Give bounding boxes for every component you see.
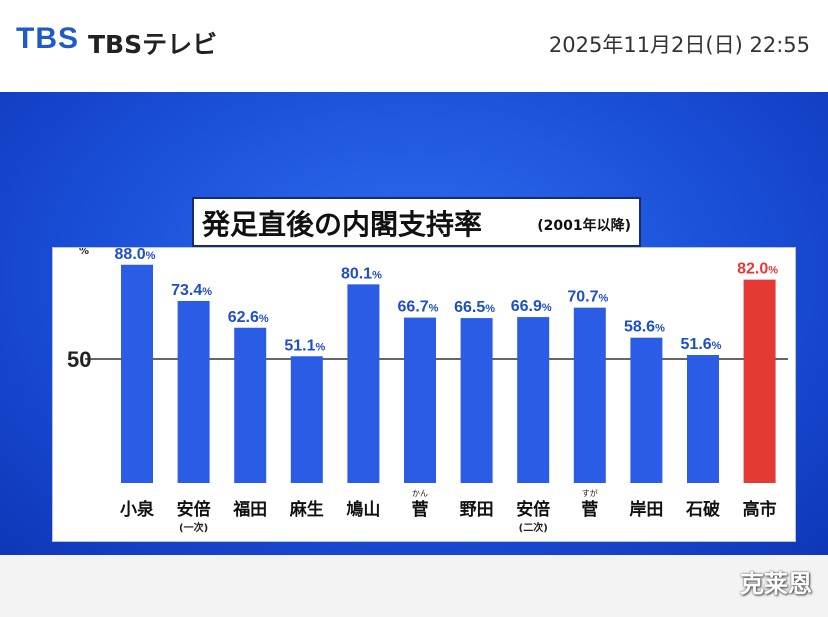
x-tick-label: 岸田	[629, 499, 663, 520]
bar	[630, 337, 663, 483]
y-tick-label: 50	[67, 347, 91, 372]
x-tick-label: 福田	[232, 499, 267, 520]
bar	[687, 355, 719, 483]
watermark: 克莱恩	[740, 570, 812, 598]
bar	[290, 356, 323, 483]
data-label: 51.1%	[284, 337, 325, 354]
data-label: 58.6%	[624, 319, 665, 336]
data-label: 88.0%	[115, 248, 156, 263]
article-header: TBS TBSテレビ 2025年11月2日(日) 22:55	[0, 0, 828, 90]
chart-title-box: 発足直後の内閣支持率 (2001年以降)	[192, 197, 641, 247]
x-tick-label: 小泉	[120, 499, 155, 520]
category-ruby: すが	[582, 488, 598, 498]
category-note: (二次)	[519, 521, 548, 534]
publish-datetime: 2025年11月2日(日) 22:55	[548, 33, 810, 57]
category-ruby: かん	[412, 489, 428, 498]
channel-name[interactable]: TBSテレビ	[88, 30, 218, 59]
x-tick-label: 安倍	[516, 499, 550, 520]
data-label: 73.4%	[171, 282, 212, 299]
chart-subtitle: (2001年以降)	[537, 218, 631, 234]
chart-title: 発足直後の内閣支持率	[202, 208, 483, 241]
data-label: 62.6%	[228, 309, 269, 326]
x-tick-label: 菅	[581, 500, 598, 520]
bar	[517, 317, 550, 483]
bottom-bar	[0, 555, 828, 617]
bar	[573, 307, 606, 483]
bar-chart: 100%5088.0%小泉73.4%安倍(一次)62.6%福田51.1%麻生80…	[67, 248, 788, 534]
bar	[234, 327, 267, 483]
x-tick-label: 菅	[412, 500, 429, 520]
x-tick-label: 石破	[685, 499, 720, 520]
data-label: 66.5%	[454, 299, 495, 316]
data-label: 66.9%	[511, 298, 552, 315]
chart-panel: 100%5088.0%小泉73.4%安倍(一次)62.6%福田51.1%麻生80…	[52, 247, 796, 542]
bar	[404, 317, 436, 483]
bar	[743, 279, 776, 483]
data-label: 70.7%	[567, 289, 608, 306]
x-tick-label: 高市	[743, 499, 777, 520]
category-note: (一次)	[179, 521, 208, 534]
data-label: 66.7%	[398, 299, 439, 316]
y-unit-label: %	[79, 248, 89, 257]
bar	[460, 318, 493, 483]
x-tick-label: 安倍	[177, 499, 211, 520]
bar	[177, 300, 210, 483]
data-label: 51.6%	[681, 336, 722, 353]
x-tick-label: 麻生	[289, 499, 324, 520]
x-tick-label: 鳩山	[346, 499, 380, 520]
x-tick-label: 野田	[460, 500, 494, 520]
data-label: 82.0%	[737, 261, 778, 278]
bar	[121, 264, 153, 483]
tbs-logo[interactable]: TBS	[16, 22, 79, 55]
data-label: 80.1%	[341, 265, 382, 282]
bar	[347, 284, 380, 483]
